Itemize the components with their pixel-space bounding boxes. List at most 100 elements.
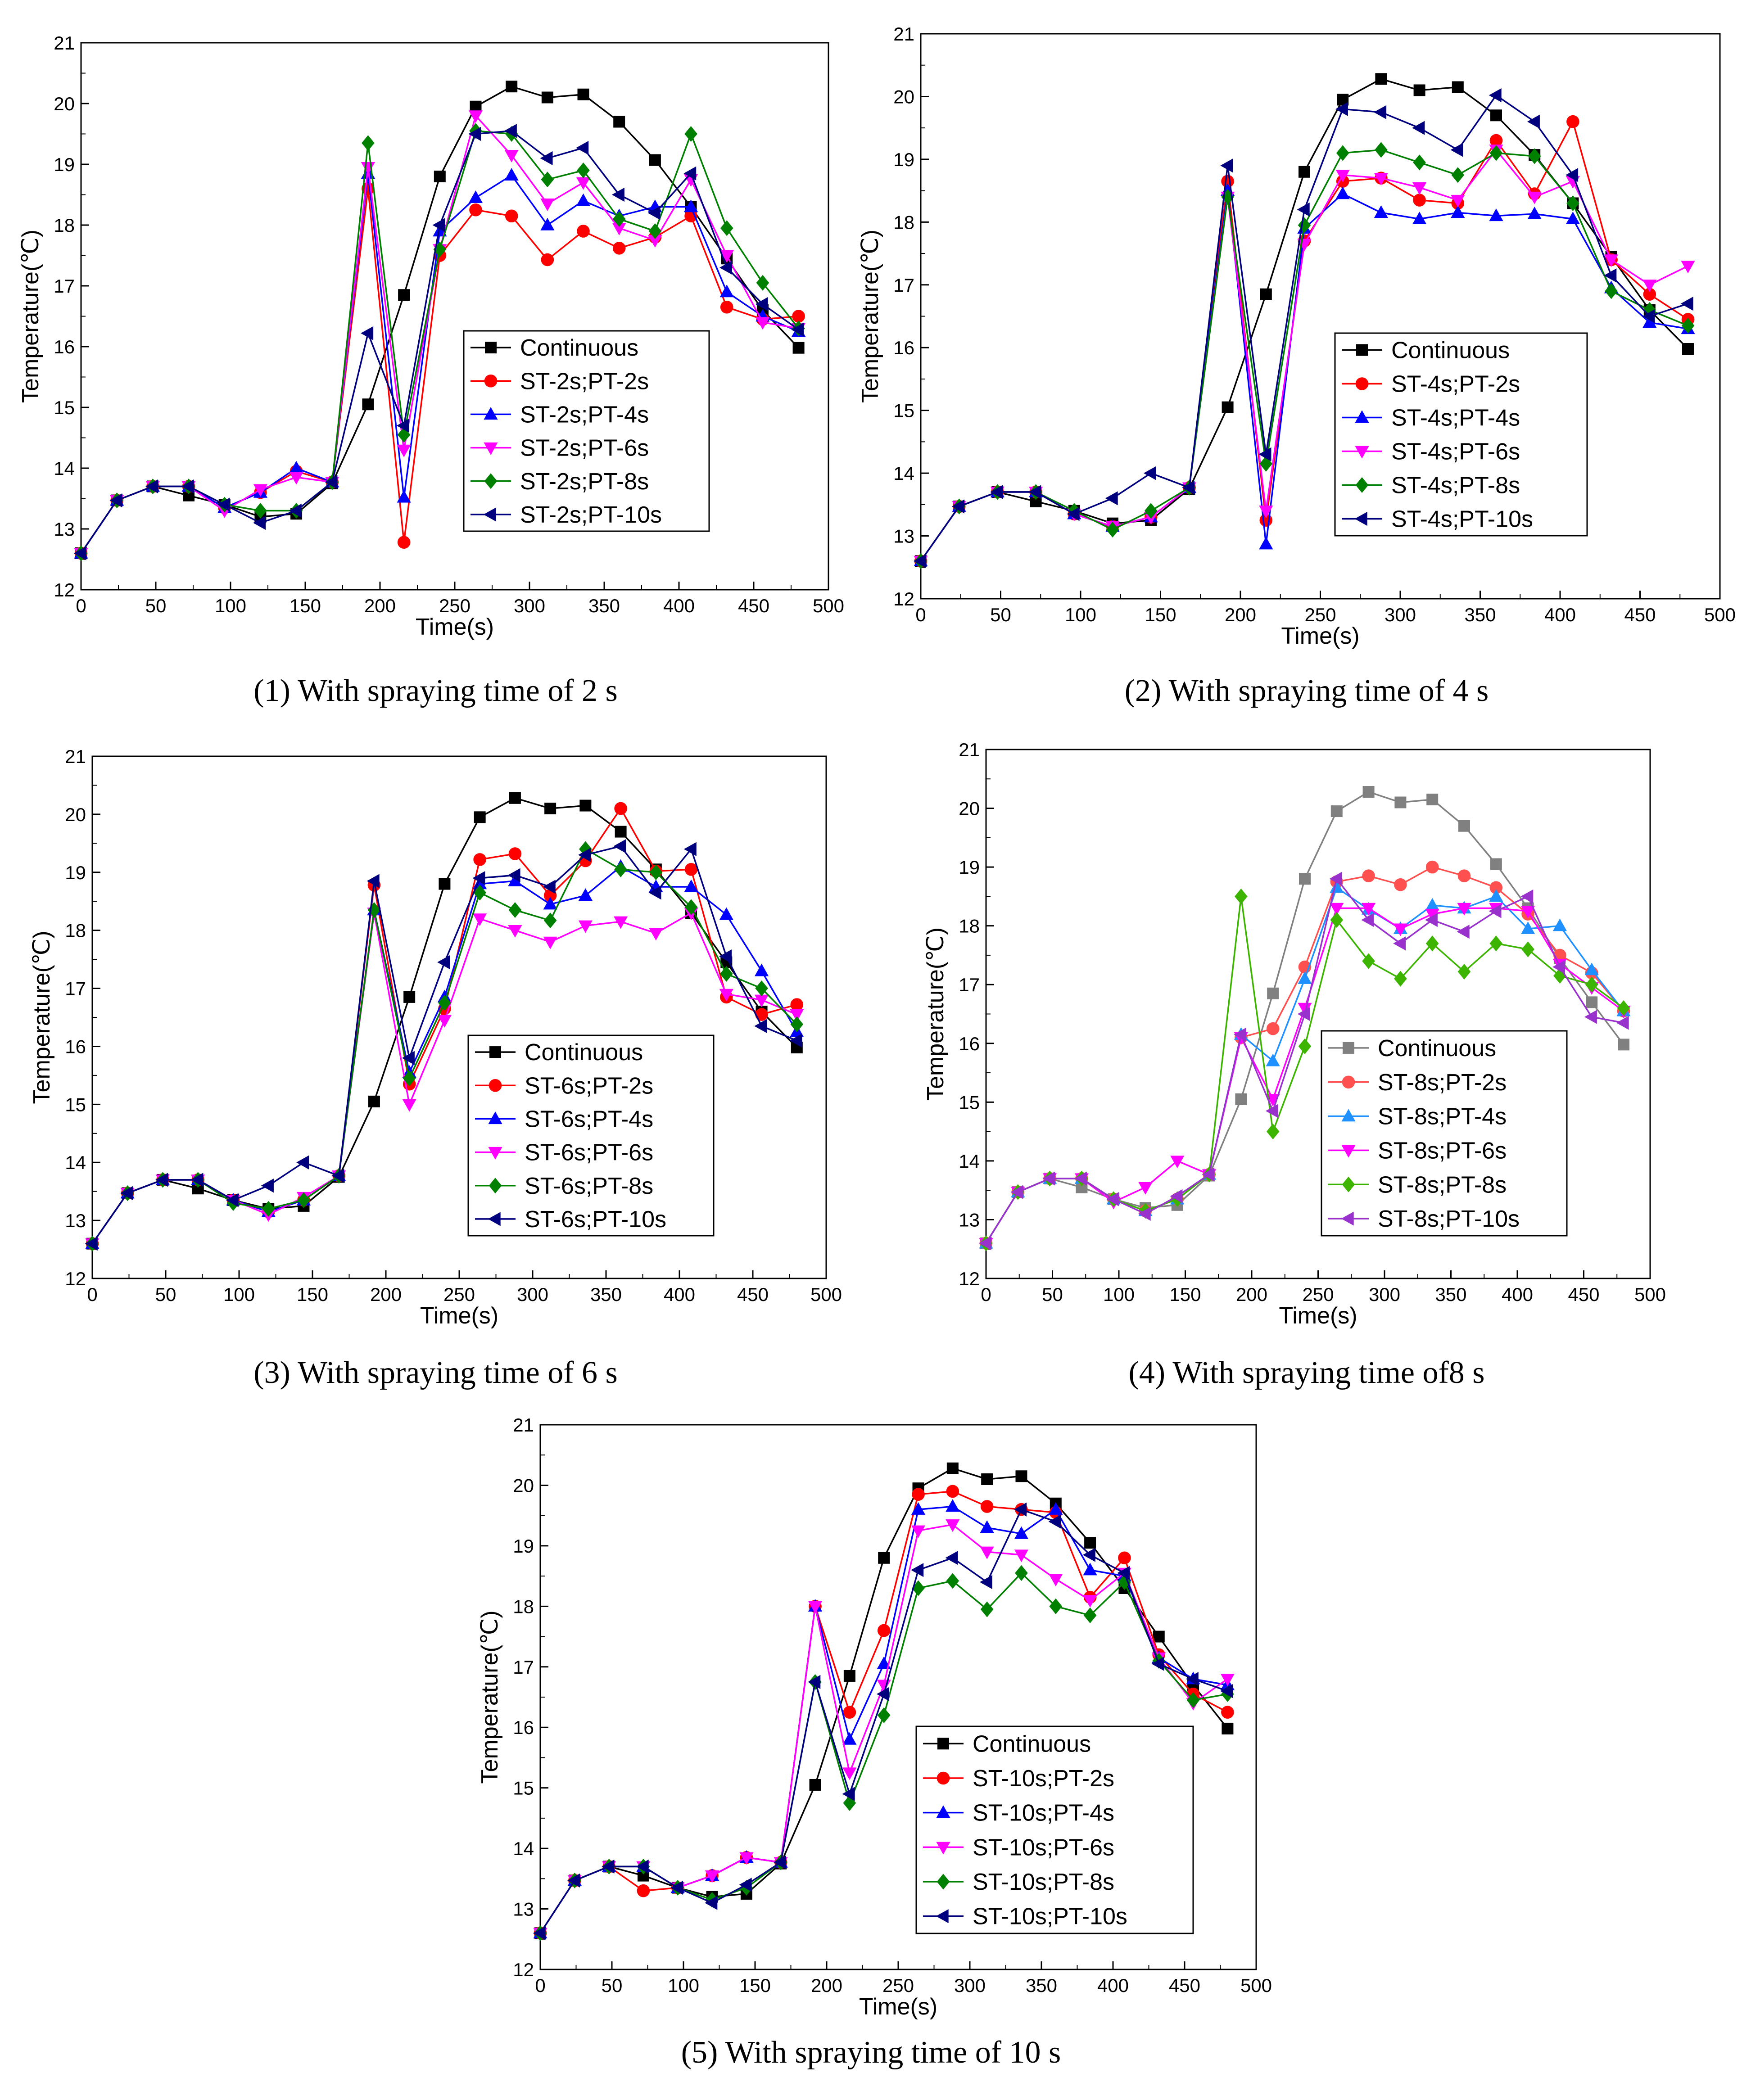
data-point-2-5 — [1451, 167, 1465, 183]
y-tick-label-3: 19 — [65, 862, 86, 883]
x-tick-label-1: 100 — [215, 595, 246, 616]
data-point-2-6 — [1067, 507, 1080, 521]
x-tick-label-4: 450 — [1568, 1284, 1599, 1305]
data-point-4-5 — [1266, 1124, 1280, 1140]
y-axis-title-1: Temperature(℃) — [18, 230, 44, 403]
data-point-1-4 — [612, 223, 626, 235]
legend-label-5-4: ST-10s;PT-6s — [973, 1834, 1114, 1861]
chart-panel-3: 0 50 100 150 200 250 300 350 400 450 500 12 13 14 15 16… — [29, 746, 842, 1329]
legend-label-5-1: Continuous — [973, 1731, 1091, 1757]
legend-label-4-5: ST-8s;PT-8s — [1378, 1172, 1507, 1198]
x-tick-label-2: 500 — [1704, 604, 1736, 625]
data-point-1-3 — [719, 285, 734, 298]
data-point-3-5 — [473, 885, 486, 901]
y-tick-label-4: 19 — [959, 857, 980, 878]
data-point-5-6 — [1185, 1672, 1199, 1686]
x-tick-label-5: 500 — [1240, 1975, 1272, 1996]
data-point-4-5 — [1553, 968, 1566, 984]
legend-label-5-2: ST-10s;PT-2s — [973, 1766, 1114, 1792]
data-point-2-6 — [1143, 466, 1156, 480]
data-point-4-5 — [1394, 971, 1407, 987]
data-point-3-5 — [614, 861, 627, 877]
legend-marker-3-1 — [489, 1046, 501, 1058]
data-point-3-6 — [296, 1155, 309, 1170]
data-point-4-6 — [1170, 1189, 1183, 1203]
data-point-4-1 — [1235, 1093, 1247, 1105]
y-axis-title-2: Temperature(℃) — [857, 230, 883, 403]
data-point-2-6 — [1220, 158, 1233, 173]
legend-label-5-5: ST-10s;PT-8s — [973, 1869, 1114, 1895]
y-axis-title-5: Temperature(℃) — [477, 1611, 503, 1784]
data-point-5-4 — [911, 1525, 926, 1538]
data-point-1-6 — [755, 297, 768, 312]
data-point-1-6 — [576, 140, 589, 155]
data-point-2-6 — [1527, 114, 1540, 129]
data-point-3-6 — [472, 871, 485, 885]
data-point-2-1 — [1682, 343, 1694, 355]
x-tick-label-3: 250 — [443, 1284, 475, 1305]
data-point-1-1 — [649, 154, 661, 166]
data-point-2-5 — [1336, 145, 1349, 161]
data-point-4-4 — [1298, 1003, 1312, 1016]
y-tick-label-4: 21 — [959, 739, 980, 760]
data-point-1-5 — [577, 162, 590, 179]
x-tick-label-4: 200 — [1236, 1284, 1267, 1305]
data-point-4-4 — [1425, 908, 1439, 921]
legend-label-4-1: Continuous — [1378, 1035, 1496, 1061]
chart-caption-5: (5) With spraying time of 10 s — [681, 2035, 1061, 2070]
data-point-4-3 — [1489, 889, 1503, 902]
legend-label-1-2: ST-2s;PT-2s — [520, 368, 649, 394]
x-tick-label-5: 200 — [811, 1975, 842, 1996]
chart-caption-2: (2) With spraying time of 4 s — [1124, 673, 1489, 708]
legend-label-2-4: ST-4s;PT-6s — [1391, 439, 1520, 465]
data-point-1-1 — [434, 171, 446, 182]
x-tick-label-4: 0 — [981, 1284, 991, 1305]
legend-marker-4-1 — [1343, 1042, 1354, 1054]
data-point-5-1 — [809, 1779, 821, 1791]
data-point-1-4 — [361, 162, 376, 175]
data-point-3-4 — [402, 1099, 416, 1112]
data-point-4-1 — [1426, 793, 1439, 805]
data-point-5-6 — [670, 1880, 683, 1895]
data-point-3-1 — [368, 1095, 380, 1107]
x-tick-label-3: 400 — [664, 1284, 695, 1305]
data-point-1-6 — [683, 166, 697, 181]
legend-marker-1-4 — [484, 442, 498, 455]
data-point-1-4 — [576, 177, 591, 190]
x-tick-label-1: 0 — [76, 595, 86, 616]
data-point-4-1 — [1458, 820, 1470, 832]
data-point-5-6 — [1014, 1502, 1027, 1517]
data-point-3-2 — [614, 802, 627, 815]
data-point-1-2 — [720, 300, 733, 314]
data-point-4-4 — [1138, 1182, 1153, 1195]
data-point-3-4 — [719, 989, 733, 1002]
data-point-1-2 — [612, 242, 626, 255]
data-point-4-3 — [1521, 921, 1535, 934]
x-tick-label-5: 400 — [1097, 1975, 1129, 1996]
data-point-5-4 — [1049, 1574, 1063, 1587]
data-point-1-2 — [505, 209, 518, 223]
legend-marker-4-2 — [1342, 1075, 1355, 1089]
data-point-4-2 — [1362, 869, 1375, 882]
data-point-5-3 — [1049, 1502, 1063, 1515]
data-point-5-6 — [808, 1675, 821, 1689]
x-tick-label-4: 100 — [1103, 1284, 1135, 1305]
data-point-2-6 — [1450, 143, 1463, 157]
legend-marker-5-6 — [936, 1909, 949, 1924]
data-point-4-5 — [1425, 935, 1439, 952]
data-point-2-4 — [1451, 194, 1465, 208]
data-point-1-6 — [647, 206, 661, 220]
series-2-6 — [913, 88, 1693, 568]
x-tick-label-1: 400 — [663, 595, 695, 616]
data-point-3-6 — [261, 1179, 274, 1193]
data-point-2-5 — [1144, 503, 1158, 519]
data-point-5-2 — [912, 1488, 925, 1501]
data-point-5-6 — [1117, 1566, 1130, 1580]
data-point-3-6 — [437, 955, 450, 970]
data-point-4-6 — [1265, 1104, 1278, 1118]
data-point-2-2 — [1566, 115, 1579, 128]
data-point-4-5 — [1330, 912, 1344, 928]
data-point-5-6 — [773, 1855, 786, 1870]
y-axis-title-4: Temperature(℃) — [923, 927, 949, 1101]
x-tick-label-1: 500 — [813, 595, 844, 616]
